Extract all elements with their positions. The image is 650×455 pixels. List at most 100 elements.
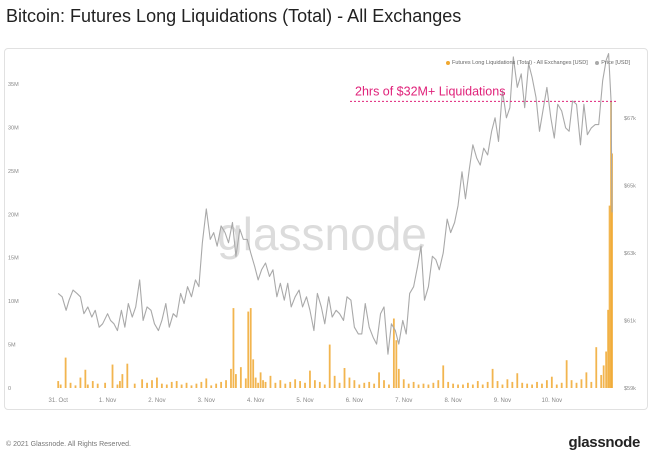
liquidation-bar — [269, 375, 272, 388]
liquidation-bar — [486, 381, 489, 388]
liquidation-bar — [467, 382, 469, 388]
liquidation-bar — [555, 384, 558, 388]
liquidation-bar — [565, 360, 568, 388]
liquidation-bar — [205, 378, 208, 388]
liquidation-bar — [126, 363, 129, 388]
left-axis: 0 5M 10M 15M 20M 25M 30M 35M — [8, 82, 19, 392]
x-tick-label: 3. Nov — [198, 398, 215, 404]
legend-swatch-liquidations — [445, 60, 450, 65]
liquidation-bar — [57, 381, 60, 388]
liquidation-bar — [180, 384, 183, 388]
liquidation-bar — [190, 385, 193, 388]
liquidation-bar — [284, 383, 287, 388]
liquidation-bar — [210, 385, 213, 388]
liquidation-bar — [309, 370, 311, 388]
liquidation-bar — [156, 377, 158, 388]
liquidation-bar — [373, 383, 376, 388]
liquidation-bar — [215, 383, 218, 388]
liquidation-bar — [235, 374, 237, 388]
liquidation-bar — [363, 382, 366, 388]
liquidation-bar — [239, 367, 242, 388]
x-tick-label: 4. Nov — [247, 398, 264, 404]
brand-logo: glassnode — [568, 434, 641, 451]
liquidation-bar — [395, 340, 398, 388]
liquidation-bar — [91, 381, 94, 388]
liquidation-bar — [264, 381, 267, 388]
liquidation-bar — [247, 311, 250, 388]
legend-label-price[interactable]: Price [USD] — [601, 60, 630, 66]
y-right-tick-label: $59k — [624, 386, 636, 392]
watermark: glassnode — [217, 208, 427, 260]
x-tick-label: 7. Nov — [395, 398, 412, 404]
liquidation-bar — [605, 351, 608, 388]
x-tick-label: 31. Oct — [49, 398, 69, 404]
y-left-tick-label: 10M — [8, 299, 19, 305]
liquidation-bar — [516, 373, 519, 388]
liquidation-bar — [299, 381, 301, 388]
liquidation-bar — [116, 384, 119, 388]
y-left-tick-label: 5M — [8, 343, 16, 349]
liquidation-bar — [452, 383, 455, 388]
liquidation-bar — [64, 357, 67, 388]
annotation-group: 2hrs of $32M+ Liquidations — [350, 84, 616, 102]
liquidation-bar — [600, 374, 603, 388]
x-tick-label: 9. Nov — [494, 398, 511, 404]
liquidation-bar — [560, 382, 563, 388]
legend-label-liquidations[interactable]: Futures Long Liquidations (Total) - All … — [451, 60, 588, 66]
liquidation-bar — [160, 383, 163, 388]
liquidation-bar — [318, 381, 321, 388]
liquidation-bar — [254, 377, 257, 388]
liquidation-bar — [294, 379, 297, 388]
liquidation-bar — [343, 368, 346, 388]
liquidation-bar — [610, 101, 612, 389]
liquidation-bar — [170, 381, 173, 388]
liquidation-bar — [175, 381, 178, 388]
liquidation-bar — [74, 385, 77, 388]
liquidation-bar — [333, 375, 336, 388]
liquidation-bar — [585, 372, 588, 388]
liquidation-bar — [602, 365, 605, 388]
liquidation-bar — [471, 384, 474, 388]
liquidation-bar — [545, 380, 548, 388]
x-tick-label: 5. Nov — [296, 398, 313, 404]
liquidation-bar — [358, 384, 361, 388]
liquidation-bar — [590, 381, 593, 388]
y-left-tick-label: 35M — [8, 82, 19, 88]
liquidation-bar — [79, 377, 82, 388]
legend-swatch-price — [595, 60, 600, 65]
liquidation-bar — [111, 364, 114, 388]
right-axis: $59k $61k $63k $65k $67k — [624, 116, 636, 392]
liquidation-bar — [86, 384, 89, 388]
price-series — [57, 53, 613, 355]
liquidation-bar — [165, 384, 168, 388]
liquidation-bar — [526, 383, 529, 388]
liquidation-bar — [550, 376, 553, 388]
liquidation-bar — [200, 381, 203, 388]
liquidation-bar — [491, 368, 494, 388]
liquidation-bar — [506, 379, 509, 388]
liquidation-bar — [69, 382, 72, 388]
liquidation-bar — [323, 384, 326, 388]
liquidation-bar — [133, 383, 136, 388]
liquidation-bar — [252, 359, 255, 388]
liquidation-bar — [476, 381, 479, 388]
liquidation-bar — [141, 379, 144, 388]
x-axis: 31. Oct 1. Nov 2. Nov 3. Nov 4. Nov 5. Nov 6. … — [49, 398, 563, 404]
liquidation-bar — [220, 381, 223, 388]
liquidation-bar — [96, 383, 99, 388]
liquidation-bar — [402, 379, 405, 388]
page-title: Bitcoin: Futures Long Liquidations (Tota… — [6, 6, 462, 26]
liquidation-bar — [447, 381, 450, 388]
liquidation-bar — [232, 308, 235, 388]
liquidation-bar — [432, 382, 435, 388]
liquidation-bar — [442, 365, 445, 388]
liquidation-bar — [230, 368, 232, 388]
liquidation-bar — [607, 309, 609, 388]
liquidation-bar — [151, 380, 153, 388]
liquidation-bar — [225, 380, 227, 388]
liquidation-bar — [595, 347, 598, 388]
liquidation-bar — [146, 382, 148, 388]
liquidation-bar — [59, 384, 62, 388]
liquidation-bar — [262, 380, 264, 388]
